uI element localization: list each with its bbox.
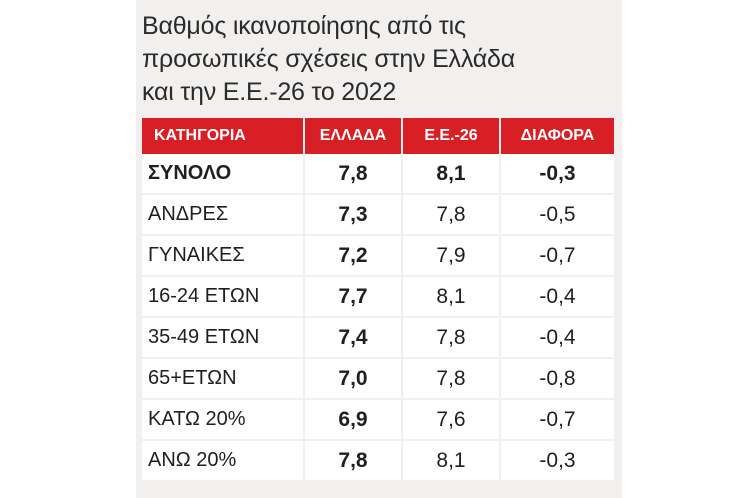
cell-eu26: 8,1 bbox=[402, 440, 501, 482]
cell-greece: 7,2 bbox=[304, 235, 403, 277]
cell-difference: -0,4 bbox=[500, 317, 614, 359]
cell-eu26: 7,8 bbox=[402, 358, 501, 400]
data-table: ΚΑΤΗΓΟΡΙΑ ΕΛΛΑΔΑ Ε.Ε.-26 ΔΙΑΦΟΡΑ ΣΥΝΟΛΟ … bbox=[142, 118, 614, 482]
cell-greece: 7,8 bbox=[304, 154, 403, 195]
table-row: ΣΥΝΟΛΟ 7,8 8,1 -0,3 bbox=[142, 154, 614, 195]
cell-difference: -0,7 bbox=[500, 399, 614, 441]
chart-title: Βαθμός ικανοποίησης από τις προσωπικές σ… bbox=[142, 10, 612, 109]
table-row: 16-24 ΕΤΩΝ 7,7 8,1 -0,4 bbox=[142, 276, 614, 318]
cell-category: ΣΥΝΟΛΟ bbox=[142, 154, 305, 195]
table-row: ΓΥΝΑΙΚΕΣ 7,2 7,9 -0,7 bbox=[142, 235, 614, 277]
cell-greece: 7,0 bbox=[304, 358, 403, 400]
cell-eu26: 7,8 bbox=[402, 194, 501, 236]
cell-difference: -0,7 bbox=[500, 235, 614, 277]
header-greece: ΕΛΛΑΔΑ bbox=[304, 118, 403, 154]
title-line-2: προσωπικές σχέσεις στην Ελλάδα bbox=[142, 45, 516, 73]
cell-eu26: 8,1 bbox=[402, 154, 501, 195]
cell-category: 65+ΕΤΩΝ bbox=[142, 358, 305, 400]
cell-greece: 7,4 bbox=[304, 317, 403, 359]
cell-eu26: 7,6 bbox=[402, 399, 501, 441]
cell-difference: -0,8 bbox=[500, 358, 614, 400]
table-row: 35-49 ΕΤΩΝ 7,4 7,8 -0,4 bbox=[142, 317, 614, 359]
cell-difference: -0,5 bbox=[500, 194, 614, 236]
cell-eu26: 7,8 bbox=[402, 317, 501, 359]
cell-eu26: 7,9 bbox=[402, 235, 501, 277]
title-line-1: Βαθμός ικανοποίησης από τις bbox=[142, 12, 466, 40]
cell-difference: -0,3 bbox=[500, 154, 614, 195]
cell-eu26: 8,1 bbox=[402, 276, 501, 318]
cell-category: 35-49 ΕΤΩΝ bbox=[142, 317, 305, 359]
table-row: ΑΝΩ 20% 7,8 8,1 -0,3 bbox=[142, 440, 614, 482]
cell-greece: 7,8 bbox=[304, 440, 403, 482]
cell-greece: 6,9 bbox=[304, 399, 403, 441]
table-row: 65+ΕΤΩΝ 7,0 7,8 -0,8 bbox=[142, 358, 614, 400]
cell-category: ΚΑΤΩ 20% bbox=[142, 399, 305, 441]
cell-greece: 7,3 bbox=[304, 194, 403, 236]
header-difference: ΔΙΑΦΟΡΑ bbox=[500, 118, 614, 154]
cell-difference: -0,3 bbox=[500, 440, 614, 482]
cell-category: ΑΝΔΡΕΣ bbox=[142, 194, 305, 236]
table-row: ΚΑΤΩ 20% 6,9 7,6 -0,7 bbox=[142, 399, 614, 441]
table-row: ΑΝΔΡΕΣ 7,3 7,8 -0,5 bbox=[142, 194, 614, 236]
cell-category: ΓΥΝΑΙΚΕΣ bbox=[142, 235, 305, 277]
cell-difference: -0,4 bbox=[500, 276, 614, 318]
header-eu26: Ε.Ε.-26 bbox=[402, 118, 501, 154]
cell-category: 16-24 ΕΤΩΝ bbox=[142, 276, 305, 318]
cell-greece: 7,7 bbox=[304, 276, 403, 318]
header-category: ΚΑΤΗΓΟΡΙΑ bbox=[142, 118, 305, 154]
header-row: ΚΑΤΗΓΟΡΙΑ ΕΛΛΑΔΑ Ε.Ε.-26 ΔΙΑΦΟΡΑ bbox=[142, 118, 614, 154]
title-line-3: και την Ε.Ε.-26 το 2022 bbox=[142, 78, 397, 106]
cell-category: ΑΝΩ 20% bbox=[142, 440, 305, 482]
